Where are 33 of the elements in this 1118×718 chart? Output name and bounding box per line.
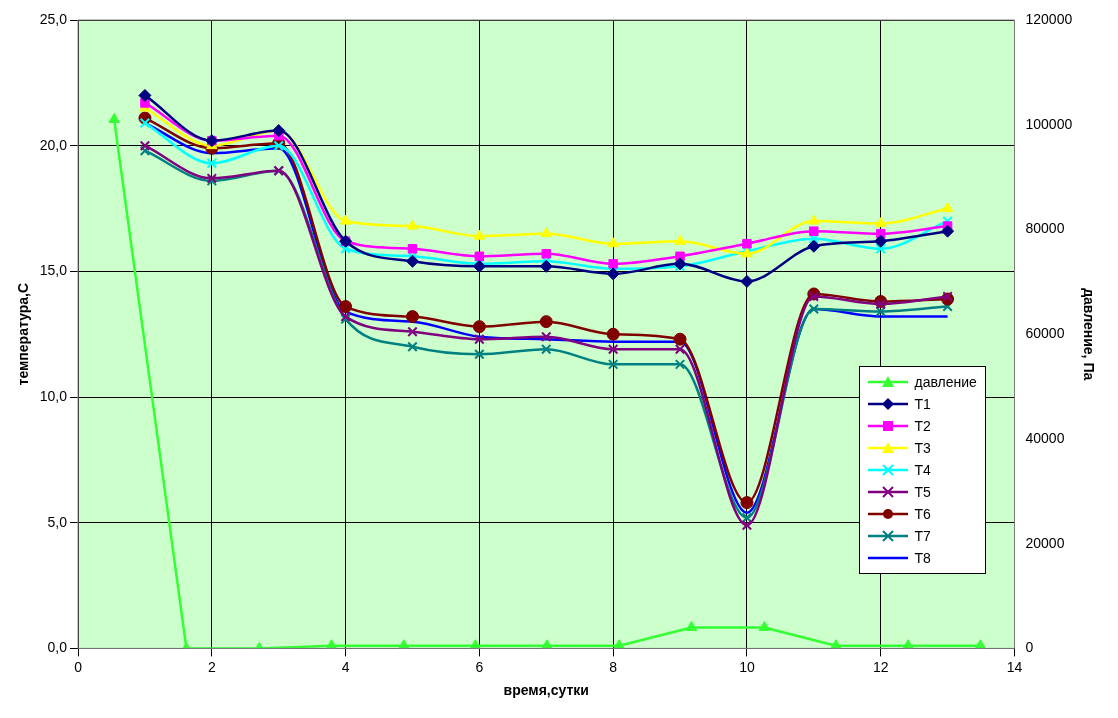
y-tick-label: 15,0	[39, 262, 68, 279]
legend-label: T6	[914, 505, 931, 522]
y-tick-label: 10,0	[39, 387, 68, 404]
legend-label: T5	[914, 483, 931, 500]
y-tick-label: 5,0	[47, 513, 68, 530]
legend-label: T3	[914, 439, 931, 456]
legend-label: давление	[914, 373, 977, 390]
y-tick-label: 20,0	[39, 136, 68, 153]
y2-axis-title: давление, Па	[1080, 288, 1097, 381]
y2-tick-label: 20000	[1025, 534, 1065, 551]
y2-tick-label: 120000	[1025, 10, 1073, 27]
x-tick-label: 0	[74, 658, 83, 675]
x-tick-label: 14	[1006, 658, 1023, 675]
x-tick-label: 4	[341, 658, 350, 675]
x-tick-label: 8	[609, 658, 618, 675]
legend-label: T1	[914, 395, 931, 412]
y2-tick-label: 40000	[1025, 429, 1065, 446]
legend-label: T7	[914, 527, 931, 544]
y-tick-label: 25,0	[39, 10, 68, 27]
y2-tick-label: 100000	[1025, 115, 1073, 132]
y-axis-title: температура,С	[15, 282, 32, 386]
x-tick-label: 6	[475, 658, 484, 675]
y2-tick-label: 80000	[1025, 220, 1065, 237]
y2-tick-label: 0	[1025, 639, 1034, 656]
y2-tick-label: 60000	[1025, 325, 1065, 342]
x-tick-label: 10	[739, 658, 755, 675]
legend-label: T2	[914, 417, 931, 434]
x-tick-label: 2	[207, 658, 216, 675]
legend-label: T8	[914, 549, 931, 566]
legend-label: T4	[914, 461, 931, 478]
y-tick-label: 0,0	[47, 639, 68, 656]
x-tick-label: 12	[872, 658, 889, 675]
x-axis-title: время,сутки	[503, 682, 589, 699]
